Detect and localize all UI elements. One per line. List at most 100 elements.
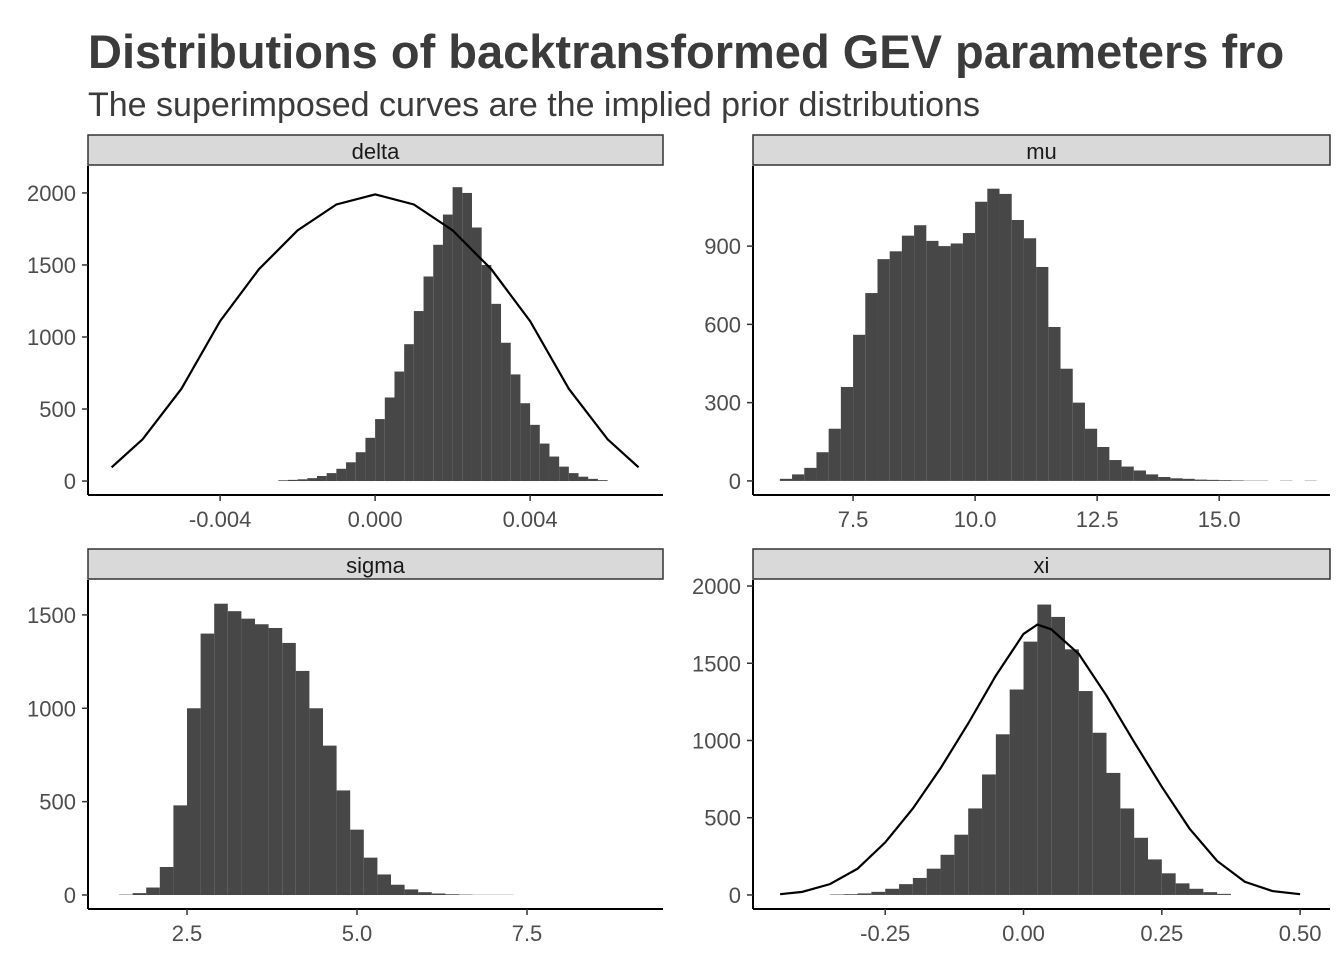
bar xyxy=(1217,893,1231,895)
bar xyxy=(914,225,927,481)
bar xyxy=(530,424,540,482)
bar xyxy=(549,456,560,482)
bar xyxy=(950,243,963,481)
bar xyxy=(1036,266,1049,481)
bar xyxy=(452,187,463,482)
bar xyxy=(326,473,337,482)
bar xyxy=(316,475,327,482)
x-tick-label: 0.004 xyxy=(503,507,558,532)
y-tick-label: 500 xyxy=(39,397,76,422)
bar xyxy=(597,480,608,482)
bar xyxy=(1011,220,1024,481)
bar xyxy=(968,808,983,895)
bar xyxy=(187,708,201,895)
bar xyxy=(307,478,317,482)
y-tick-label: 600 xyxy=(704,312,741,337)
bar xyxy=(159,866,174,895)
bar xyxy=(539,443,550,482)
bar xyxy=(1194,479,1207,481)
bar xyxy=(1092,732,1107,895)
y-tick-label: 900 xyxy=(704,234,741,259)
bar xyxy=(853,334,866,481)
bar xyxy=(779,478,793,481)
bar xyxy=(975,201,988,481)
strip-label: sigma xyxy=(346,553,405,578)
y-tick-label: 1500 xyxy=(27,253,76,278)
bar xyxy=(804,467,817,481)
bar xyxy=(926,868,941,895)
bar xyxy=(1121,466,1134,481)
bar xyxy=(520,403,531,482)
x-tick-label: 0.50 xyxy=(1279,921,1322,946)
x-tick-label: 12.5 xyxy=(1076,507,1119,532)
bar xyxy=(297,479,308,482)
bar xyxy=(987,188,1000,481)
bar xyxy=(1084,428,1098,481)
bar xyxy=(323,745,337,895)
bar xyxy=(491,303,502,482)
bar xyxy=(1065,649,1079,895)
bar xyxy=(375,419,385,482)
bar xyxy=(355,452,366,482)
x-tick-label: 7.5 xyxy=(838,507,869,532)
bar xyxy=(282,642,296,895)
y-tick-label: 1000 xyxy=(27,325,76,350)
bar xyxy=(982,774,996,895)
bar xyxy=(1158,476,1171,481)
bar xyxy=(365,437,376,482)
x-tick-label: 7.5 xyxy=(512,921,543,946)
bar xyxy=(1109,460,1122,481)
bar xyxy=(843,894,858,895)
y-tick-label: 2000 xyxy=(27,181,76,206)
bar xyxy=(336,468,347,482)
bar xyxy=(295,670,310,895)
bar xyxy=(1023,641,1038,895)
bar xyxy=(938,246,951,481)
x-tick-label: 15.0 xyxy=(1198,507,1241,532)
strip xyxy=(87,134,664,166)
bar xyxy=(840,386,854,481)
x-tick-label: 0.00 xyxy=(1002,921,1045,946)
bar xyxy=(1206,479,1220,481)
bar xyxy=(999,193,1012,481)
y-tick-label: 300 xyxy=(704,391,741,416)
bar xyxy=(568,473,579,482)
bar xyxy=(865,293,878,481)
bar xyxy=(462,192,472,482)
bar xyxy=(227,611,242,895)
bar xyxy=(391,884,405,895)
bar xyxy=(445,894,460,895)
bar xyxy=(241,618,256,895)
bar xyxy=(431,893,446,895)
strip-label: mu xyxy=(1026,139,1057,164)
strip xyxy=(752,548,1331,580)
bar xyxy=(287,479,298,482)
y-tick-label: 500 xyxy=(704,806,741,831)
bar xyxy=(423,276,434,482)
y-tick-label: 0 xyxy=(64,469,76,494)
y-tick-label: 0 xyxy=(64,883,76,908)
bar xyxy=(995,734,1010,895)
bar xyxy=(940,854,955,895)
bar xyxy=(1147,859,1162,895)
bar xyxy=(309,708,324,895)
bar xyxy=(413,311,424,482)
prior-curve xyxy=(110,193,640,469)
bar xyxy=(346,462,356,482)
bar xyxy=(816,452,829,481)
bar xyxy=(828,428,841,481)
bar xyxy=(857,893,872,895)
bar xyxy=(510,374,521,482)
bar xyxy=(889,251,902,481)
bar xyxy=(146,887,160,895)
bar xyxy=(926,240,939,481)
bar xyxy=(1072,402,1085,481)
bar xyxy=(384,397,395,482)
y-tick-label: 1000 xyxy=(692,728,741,753)
bar xyxy=(578,476,589,482)
bar xyxy=(1120,808,1135,895)
bar xyxy=(1023,238,1037,481)
bar xyxy=(255,624,269,895)
x-tick-label: -0.004 xyxy=(189,507,251,532)
